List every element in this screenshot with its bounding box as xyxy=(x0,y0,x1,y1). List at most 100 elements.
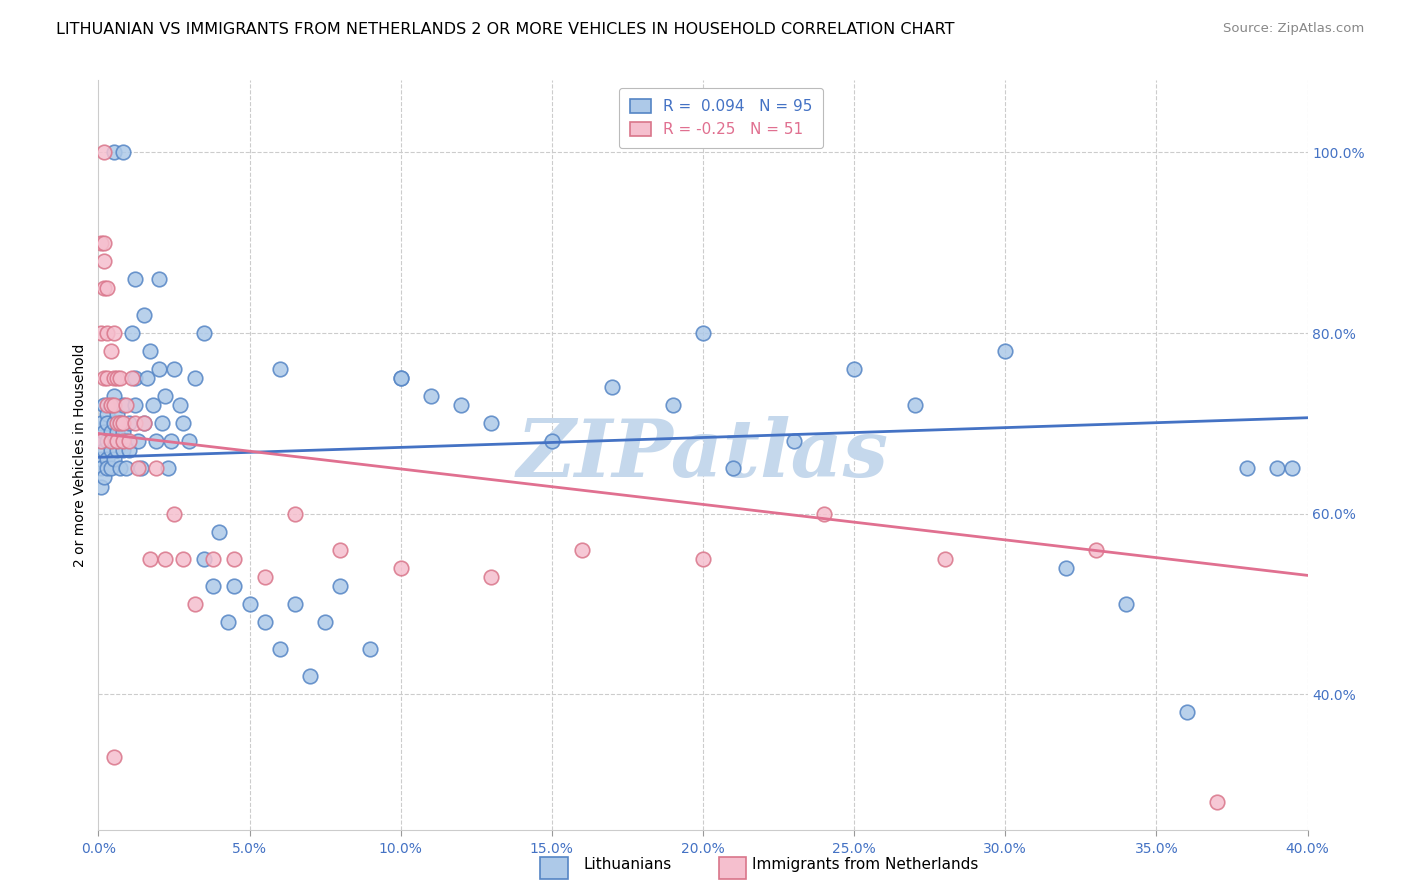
Point xyxy=(135,371,157,385)
Point xyxy=(111,417,134,431)
Legend: R =  0.094   N = 95, R = -0.25   N = 51: R = 0.094 N = 95, R = -0.25 N = 51 xyxy=(619,88,824,148)
Point xyxy=(172,551,194,566)
Point xyxy=(571,542,593,557)
Point xyxy=(103,750,125,764)
Point xyxy=(108,461,131,475)
Point xyxy=(105,371,128,385)
Point xyxy=(90,235,112,250)
Point xyxy=(93,371,115,385)
Point xyxy=(96,398,118,412)
Point xyxy=(153,551,176,566)
Point xyxy=(202,579,225,593)
Point xyxy=(540,434,562,449)
Point xyxy=(148,362,170,376)
Point xyxy=(139,551,162,566)
Point xyxy=(132,308,155,322)
Point xyxy=(723,461,745,475)
Point xyxy=(93,281,115,295)
Point xyxy=(93,470,115,484)
Point xyxy=(360,642,382,657)
Point xyxy=(139,344,162,359)
Point xyxy=(1206,796,1229,810)
Point xyxy=(783,434,806,449)
Point xyxy=(96,434,118,449)
Point xyxy=(103,417,125,431)
Point xyxy=(1115,597,1137,611)
Point xyxy=(103,452,125,467)
Point xyxy=(1175,705,1198,719)
Point xyxy=(153,389,176,403)
Point xyxy=(124,398,146,412)
Point xyxy=(284,597,307,611)
Point xyxy=(93,398,115,412)
Point xyxy=(114,398,136,412)
Point xyxy=(103,371,125,385)
Point xyxy=(193,326,215,340)
Point xyxy=(389,561,412,575)
Point xyxy=(100,443,122,458)
Point xyxy=(93,145,115,160)
Point xyxy=(93,425,115,440)
Point xyxy=(156,461,179,475)
Point xyxy=(329,579,352,593)
Point xyxy=(389,371,412,385)
Point xyxy=(1085,542,1108,557)
Point xyxy=(124,371,146,385)
Point xyxy=(1054,561,1077,575)
Point xyxy=(108,417,131,431)
Point xyxy=(150,417,173,431)
Point xyxy=(481,570,503,584)
Point xyxy=(111,145,134,160)
Point xyxy=(90,479,112,493)
Point xyxy=(108,371,131,385)
Point xyxy=(217,615,239,629)
Point xyxy=(329,542,352,557)
Point xyxy=(145,461,167,475)
Point xyxy=(661,398,683,412)
Point xyxy=(129,461,152,475)
Point xyxy=(132,417,155,431)
Point xyxy=(602,380,624,394)
Point xyxy=(90,326,112,340)
Point xyxy=(202,551,225,566)
Point xyxy=(481,417,503,431)
Point xyxy=(111,434,134,449)
Point xyxy=(692,551,714,566)
Point xyxy=(90,434,112,449)
Point xyxy=(118,417,141,431)
Point xyxy=(179,434,201,449)
Point xyxy=(100,344,122,359)
Point xyxy=(114,461,136,475)
Point xyxy=(96,417,118,431)
Point xyxy=(118,434,141,449)
Point xyxy=(96,371,118,385)
Bar xyxy=(540,857,568,879)
Point xyxy=(121,326,143,340)
Point xyxy=(96,326,118,340)
Point xyxy=(148,272,170,286)
Point xyxy=(108,434,131,449)
Point xyxy=(111,425,134,440)
Point xyxy=(1281,461,1303,475)
Point xyxy=(224,551,246,566)
Point xyxy=(103,398,125,412)
Point xyxy=(105,417,128,431)
Point xyxy=(96,452,118,467)
Point xyxy=(105,407,128,421)
Point xyxy=(90,461,112,475)
Point xyxy=(93,443,115,458)
Point xyxy=(163,507,186,521)
Point xyxy=(389,371,412,385)
Point xyxy=(299,669,322,683)
Point xyxy=(184,371,207,385)
Point xyxy=(124,272,146,286)
Point xyxy=(90,417,112,431)
Point xyxy=(96,407,118,421)
Point xyxy=(904,398,927,412)
Text: Immigrants from Netherlands: Immigrants from Netherlands xyxy=(752,857,979,872)
Point xyxy=(127,461,149,475)
Point xyxy=(90,452,112,467)
Point xyxy=(96,281,118,295)
Text: LITHUANIAN VS IMMIGRANTS FROM NETHERLANDS 2 OR MORE VEHICLES IN HOUSEHOLD CORREL: LITHUANIAN VS IMMIGRANTS FROM NETHERLAND… xyxy=(56,22,955,37)
Point xyxy=(172,417,194,431)
